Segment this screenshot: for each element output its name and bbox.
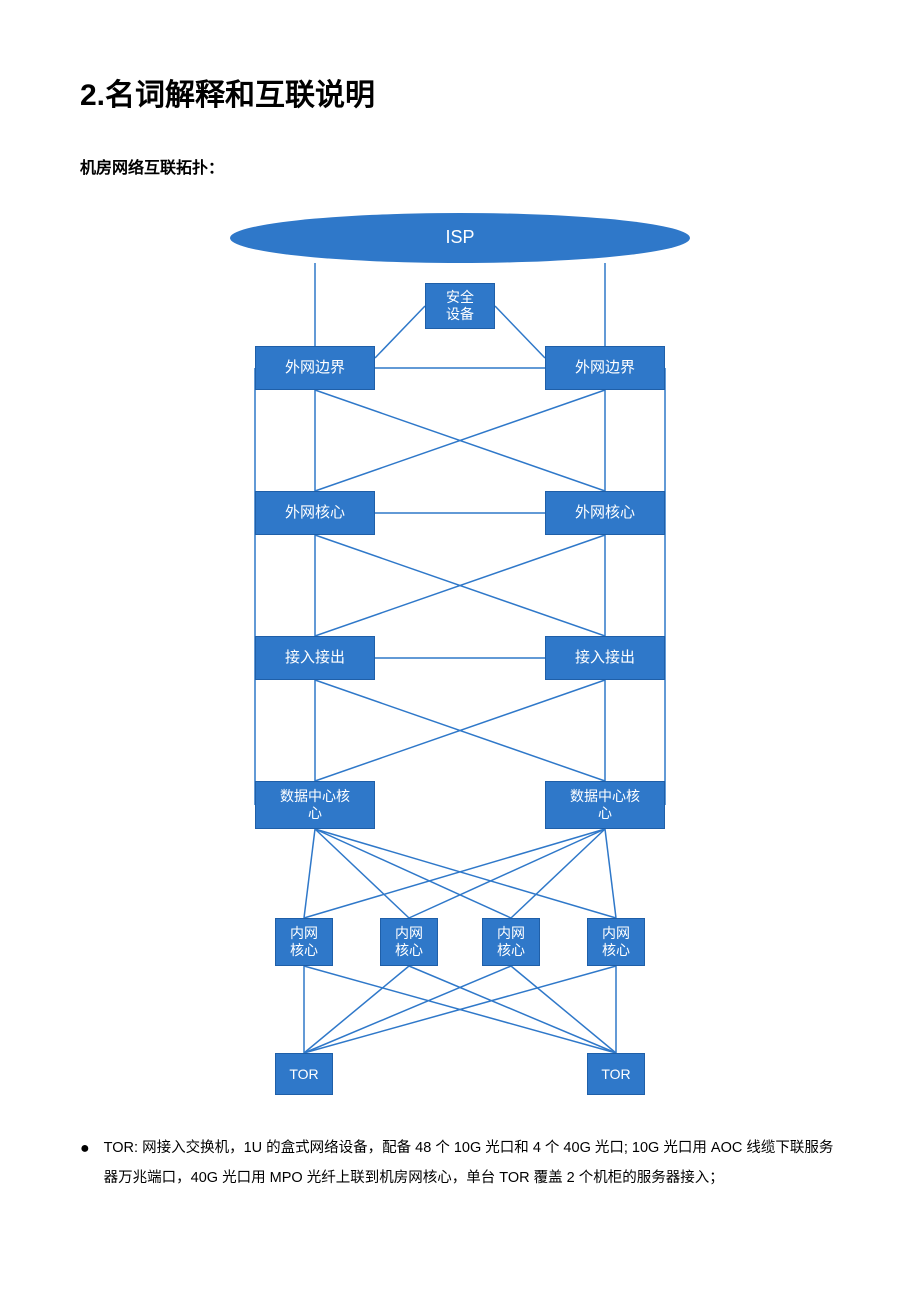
diagram-edge xyxy=(315,829,409,918)
diagram-edge xyxy=(304,966,616,1053)
diagram-edge xyxy=(315,829,616,918)
diagram-edge xyxy=(304,966,511,1053)
node-nc4: 内网核心 xyxy=(587,918,645,966)
bullet-list: ● TOR: 网接入交换机，1U 的盒式网络设备，配备 48 个 10G 光口和… xyxy=(80,1133,840,1194)
diagram-edge xyxy=(511,966,616,1053)
node-tor1: TOR xyxy=(275,1053,333,1095)
bullet-icon: ● xyxy=(80,1133,90,1165)
diagram-edge xyxy=(315,390,605,491)
diagram-edges-layer xyxy=(160,208,760,1108)
diagram-edge xyxy=(495,306,545,358)
node-wc2: 外网核心 xyxy=(545,491,665,535)
node-tor2: TOR xyxy=(587,1053,645,1095)
diagram-edge xyxy=(315,680,605,781)
isp-label: ISP xyxy=(420,224,500,252)
diagram-edge xyxy=(304,829,315,918)
diagram-edge xyxy=(315,829,511,918)
page-heading: 2.名词解释和互联说明 xyxy=(80,70,840,114)
node-nc3: 内网核心 xyxy=(482,918,540,966)
diagram-edge xyxy=(304,966,616,1053)
diagram-edge xyxy=(304,966,409,1053)
bullet-item: ● TOR: 网接入交换机，1U 的盒式网络设备，配备 48 个 10G 光口和… xyxy=(80,1133,840,1194)
node-wb2: 外网边界 xyxy=(545,346,665,390)
diagram-edge xyxy=(315,535,605,636)
node-wb1: 外网边界 xyxy=(255,346,375,390)
page-subtitle: 机房网络互联拓扑： xyxy=(80,154,840,178)
node-ac2: 接入接出 xyxy=(545,636,665,680)
diagram-edge xyxy=(315,680,605,781)
bullet-text: TOR: 网接入交换机，1U 的盒式网络设备，配备 48 个 10G 光口和 4… xyxy=(104,1133,840,1194)
diagram-edge xyxy=(315,390,605,491)
document-page: 2.名词解释和互联说明 机房网络互联拓扑： ISP 安全设备外网边界 外网边界外网核… xyxy=(0,0,920,1302)
diagram-edge xyxy=(315,535,605,636)
diagram-edge xyxy=(304,829,605,918)
node-nc2: 内网核心 xyxy=(380,918,438,966)
diagram-edge xyxy=(605,829,616,918)
node-dc1: 数据中心核心 xyxy=(255,781,375,829)
node-ac1: 接入接出 xyxy=(255,636,375,680)
node-sec: 安全设备 xyxy=(425,283,495,329)
diagram-edge xyxy=(409,966,616,1053)
diagram-edge xyxy=(511,829,605,918)
diagram-edge xyxy=(375,306,425,358)
diagram-edge xyxy=(409,829,605,918)
network-topology-diagram: ISP 安全设备外网边界 外网边界外网核心 外网核心接入接出 接入接出数据中心核心 数据中… xyxy=(160,208,760,1108)
node-nc1: 内网核心 xyxy=(275,918,333,966)
node-wc1: 外网核心 xyxy=(255,491,375,535)
node-dc2: 数据中心核心 xyxy=(545,781,665,829)
